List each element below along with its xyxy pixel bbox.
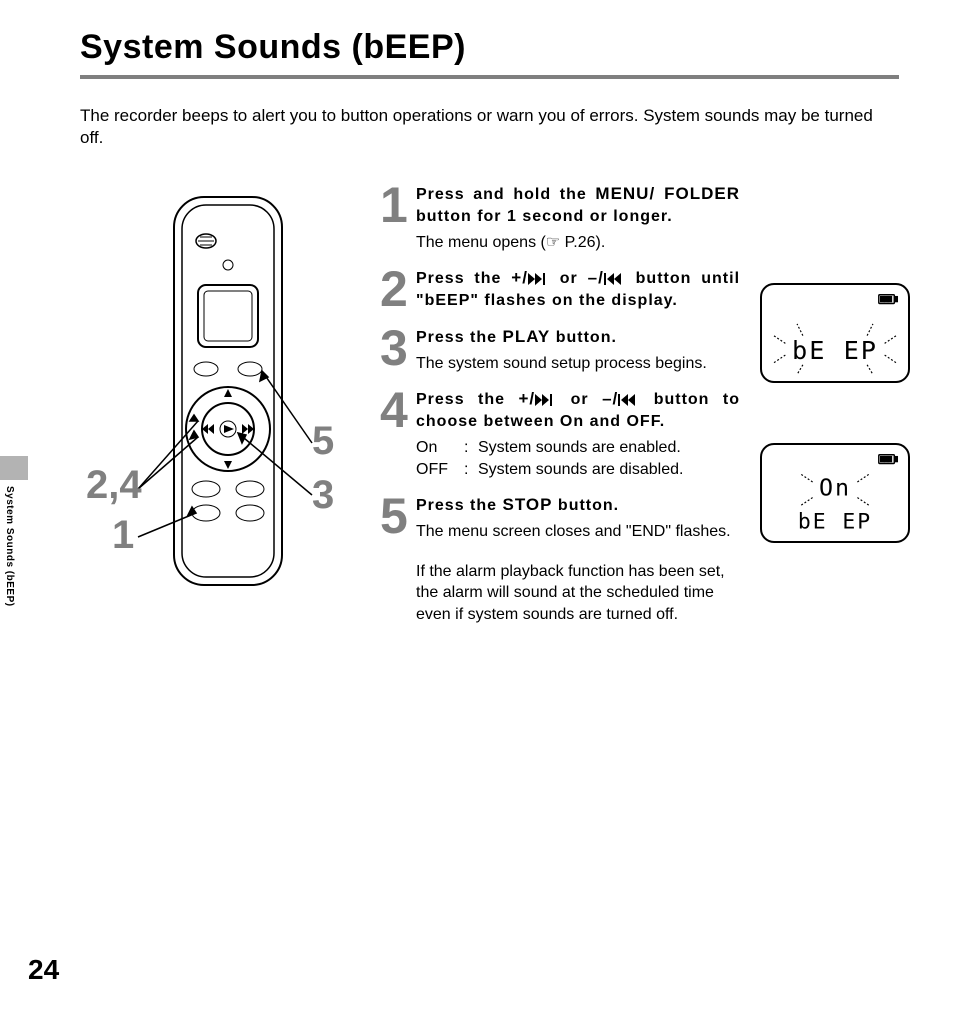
rwd-icon — [604, 273, 626, 285]
page-title: System Sounds (bEEP) — [80, 28, 899, 67]
callout-2-4: 2,4 — [86, 465, 142, 505]
step-head: Press the PLAY button. — [416, 326, 740, 349]
step-sub: The menu opens (☞ P.26). — [416, 232, 740, 254]
step-head: Press the STOP button. — [416, 494, 740, 517]
step-1: 1 Press and hold the MENU/ FOLDER button… — [380, 183, 740, 253]
step-5: 5 Press the STOP button. The menu screen… — [380, 494, 740, 543]
step-sub: The menu screen closes and "END" flashes… — [416, 521, 740, 543]
lcd-on-beep: On bE EP — [760, 443, 910, 543]
callout-3: 3 — [312, 475, 334, 515]
lcd2-bottom: bE EP — [798, 510, 872, 535]
side-tab: System Sounds (bEEP) — [0, 456, 28, 656]
step-num: 1 — [380, 185, 410, 253]
ffwd-icon — [535, 394, 557, 406]
callout-1: 1 — [112, 515, 134, 555]
step-options: On:System sounds are enabled. OFF:System… — [416, 437, 740, 480]
step-head: Press the +/ or –/ button until "bEEP" f… — [416, 267, 740, 312]
body-row: 2,4 1 5 3 1 Press and hold the MENU/ FOL… — [80, 183, 899, 653]
step-head: Press and hold the MENU/ FOLDER button f… — [416, 183, 740, 228]
rwd-icon — [618, 394, 640, 406]
intro-text: The recorder beeps to alert you to butto… — [80, 105, 899, 149]
step-num: 4 — [380, 390, 410, 480]
callout-5: 5 — [312, 421, 334, 461]
device-illustration: 2,4 1 5 3 — [80, 193, 360, 653]
side-tab-stripe — [0, 456, 28, 480]
side-tab-text: System Sounds (bEEP) — [4, 486, 15, 607]
step-sub: The system sound setup process begins. — [416, 353, 740, 375]
ffwd-icon — [528, 273, 550, 285]
lcd2-top: On — [819, 474, 851, 502]
step-num: 2 — [380, 269, 410, 312]
lcd-beep: bE EP — [760, 283, 910, 383]
step-2: 2 Press the +/ or –/ button until "bEEP"… — [380, 267, 740, 312]
manual-page: System Sounds (bEEP) The recorder beeps … — [0, 0, 954, 1022]
steps-column: 1 Press and hold the MENU/ FOLDER button… — [380, 183, 740, 653]
lcd-column: bE EP On bE EP — [760, 183, 920, 653]
device-column: 2,4 1 5 3 — [80, 183, 360, 653]
page-number: 24 — [28, 954, 59, 986]
step-head: Press the +/ or –/ button to choose betw… — [416, 388, 740, 433]
step-num: 5 — [380, 496, 410, 543]
step-num: 3 — [380, 328, 410, 375]
after-note: If the alarm playback function has been … — [380, 561, 740, 626]
lcd1-text: bE EP — [792, 336, 878, 365]
title-rule — [80, 75, 899, 79]
step-3: 3 Press the PLAY button. The system soun… — [380, 326, 740, 375]
step-4: 4 Press the +/ or –/ button to choose be… — [380, 388, 740, 480]
